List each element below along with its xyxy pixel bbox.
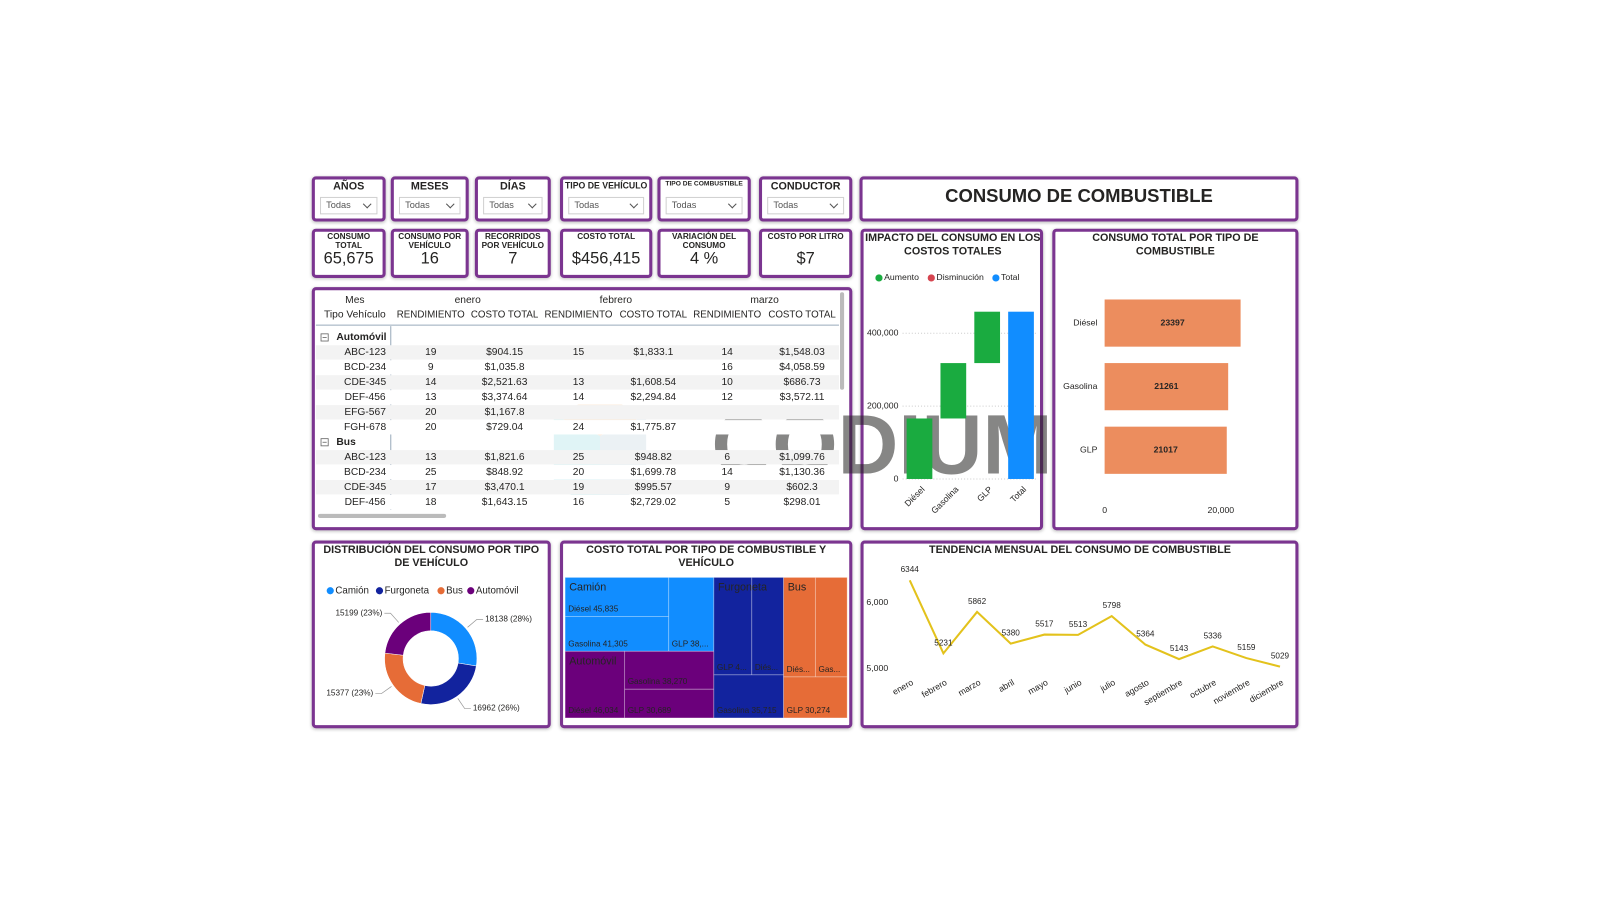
chart-title: IMPACTO DEL CONSUMO EN LOS COSTOS TOTALE… bbox=[865, 231, 1041, 258]
slicer-dropdown[interactable]: Todas bbox=[398, 196, 461, 215]
kpi-label: CONSUMO TOTAL bbox=[327, 231, 371, 251]
chevron bbox=[362, 199, 372, 209]
slicer-label: DÍAS bbox=[499, 180, 526, 193]
kpi-label: COSTO TOTAL bbox=[577, 231, 636, 242]
slicer-dropdown[interactable]: Todas bbox=[767, 196, 845, 215]
slicer-label: CONDUCTOR bbox=[770, 180, 841, 193]
kpi-label: VARIACIÓN DEL CONSUMO bbox=[672, 231, 737, 251]
kpi-label: CONSUMO POR VEHÍCULO bbox=[398, 231, 462, 251]
slicer-dropdown[interactable]: Todas bbox=[483, 196, 543, 215]
kpi-value: 65,675 bbox=[323, 250, 374, 268]
slicer-label: AÑOS bbox=[333, 180, 365, 193]
chart-title: TENDENCIA MENSUAL DEL CONSUMO DE COMBUST… bbox=[929, 543, 1231, 556]
chevron bbox=[727, 199, 737, 209]
slicer-label: TIPO DE VEHÍCULO bbox=[564, 180, 648, 191]
panel bbox=[390, 228, 469, 278]
slicer-dropdown[interactable]: Todas bbox=[568, 196, 645, 215]
panel bbox=[559, 228, 653, 278]
slicer-dropdown[interactable]: Todas bbox=[665, 196, 743, 215]
kpi-value: 16 bbox=[420, 250, 439, 268]
chart-title: CONSUMO TOTAL POR TIPO DE COMBUSTIBLE bbox=[1092, 231, 1259, 258]
panel bbox=[860, 228, 1044, 531]
panel bbox=[657, 228, 751, 278]
panel bbox=[758, 228, 853, 278]
chevron bbox=[445, 199, 455, 209]
slicer-dropdown[interactable]: Todas bbox=[319, 196, 378, 215]
chevron bbox=[527, 199, 537, 209]
kpi-label: RECORRIDOS POR VEHÍCULO bbox=[481, 231, 545, 251]
kpi-value: 4 % bbox=[689, 250, 719, 268]
chevron bbox=[629, 199, 639, 209]
panel bbox=[311, 228, 386, 278]
panel bbox=[859, 176, 1299, 222]
chevron bbox=[829, 199, 839, 209]
panel bbox=[1052, 228, 1299, 531]
chart-title: DISTRIBUCIÓN DEL CONSUMO POR TIPO DE VEH… bbox=[323, 543, 540, 570]
slicer-label: TIPO DE COMBUSTIBLE bbox=[665, 180, 743, 188]
chart-title: COSTO TOTAL POR TIPO DE COMBUSTIBLE Y VE… bbox=[586, 543, 827, 570]
kpi-value: 7 bbox=[508, 250, 518, 268]
kpi-value: $456,415 bbox=[571, 250, 641, 268]
kpi-label: COSTO POR LITRO bbox=[767, 231, 844, 242]
dashboard-title: CONSUMO DE COMBUSTIBLE bbox=[945, 185, 1213, 207]
panel bbox=[474, 228, 551, 278]
slicer-label: MESES bbox=[410, 180, 449, 193]
panel bbox=[311, 287, 853, 531]
panel bbox=[860, 540, 1299, 729]
kpi-value: $7 bbox=[796, 250, 815, 268]
